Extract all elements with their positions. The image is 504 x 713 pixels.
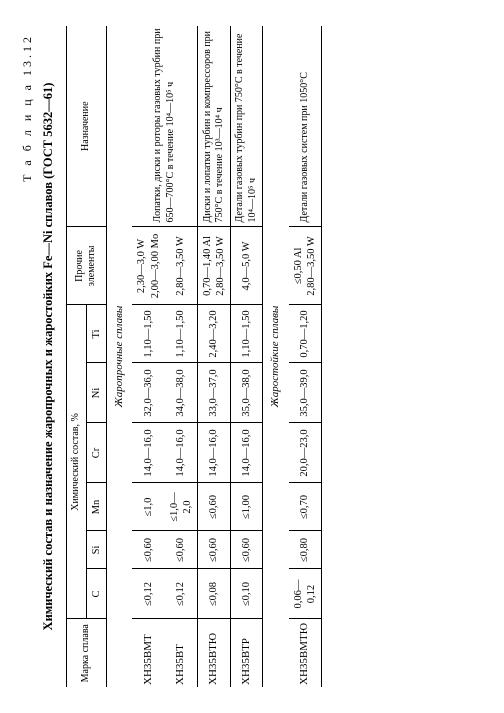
cell-mark: ХН35ВТЮ xyxy=(197,619,230,687)
col-other: Прочие элементы xyxy=(67,227,107,305)
cell-app: Диски и лопатки турбин и компрессоров пр… xyxy=(197,26,230,227)
col-cr: Cr xyxy=(86,423,106,483)
col-chem-group: Химический состав, % xyxy=(67,305,87,619)
cell-mark: ХН35ВМТ xyxy=(132,619,164,687)
cell-mark: ХН35ВТР xyxy=(231,619,263,687)
cell: 0,06—0,12 xyxy=(289,569,322,619)
cell: ≤0,12 xyxy=(165,569,198,619)
cell: ≤0,08 xyxy=(197,569,230,619)
cell: 32,0—36,0 xyxy=(132,363,164,423)
cell-app: Детали газовых систем при 1050°С xyxy=(289,26,322,227)
cell: 14,0—16,0 xyxy=(197,423,230,483)
cell: ≤0,10 xyxy=(231,569,263,619)
table-number: Т а б л и ц а 13.12 xyxy=(20,26,35,687)
cell: ≤0,70 xyxy=(289,483,322,531)
section-2: Жаростойкие сплавы xyxy=(263,26,289,687)
cell: 1,10—1,50 xyxy=(231,305,263,363)
col-mark: Марка сплава xyxy=(67,619,107,687)
col-si: Si xyxy=(86,531,106,569)
cell: ≤0,60 xyxy=(197,531,230,569)
cell: 33,0—37,0 xyxy=(197,363,230,423)
table-row: ХН35ВТЮ ≤0,08 ≤0,60 ≤0,60 14,0—16,0 33,0… xyxy=(197,26,230,687)
cell: ≤1,0—2,0 xyxy=(165,483,198,531)
col-c: C xyxy=(86,569,106,619)
cell: 14,0—16,0 xyxy=(165,423,198,483)
cell: 20,0—23,0 xyxy=(289,423,322,483)
cell: 1,10—1,50 xyxy=(132,305,164,363)
cell: ≤0,60 xyxy=(231,531,263,569)
cell-app: Детали газовых турбин при 750°С в течени… xyxy=(231,26,263,227)
col-ni: Ni xyxy=(86,363,106,423)
col-ti: Ti xyxy=(86,305,106,363)
cell: ≤0,60 xyxy=(197,483,230,531)
table-row: ХН35ВТР ≤0,10 ≤0,60 ≤1,00 14,0—16,0 35,0… xyxy=(231,26,263,687)
cell: ≤1,0 xyxy=(132,483,164,531)
cell: 1,10—1,50 xyxy=(165,305,198,363)
table-title: Химический состав и назначение жаропрочн… xyxy=(41,26,56,687)
cell-mark: ХН35ВТ xyxy=(165,619,198,687)
composition-table: Марка сплава Химический состав, % Прочие… xyxy=(66,26,322,687)
cell: 2,30—3,0 W 2,00—3,00 Mo xyxy=(132,227,164,305)
cell-mark: ХН35ВМТЮ xyxy=(289,619,322,687)
cell: 0,70—1,40 Al 2,80—3,50 W xyxy=(197,227,230,305)
table-row: ХН35ВМТ ≤0,12 ≤0,60 ≤1,0 14,0—16,0 32,0—… xyxy=(132,26,164,687)
cell: 14,0—16,0 xyxy=(231,423,263,483)
cell: 35,0—39,0 xyxy=(289,363,322,423)
cell: ≤0,50 Al 2,80—3,50 W xyxy=(289,227,322,305)
cell: 4,0—5,0 W xyxy=(231,227,263,305)
cell: 2,80—3,50 W xyxy=(165,227,198,305)
col-mn: Mn xyxy=(86,483,106,531)
table-row: ХН35ВМТЮ 0,06—0,12 ≤0,80 ≤0,70 20,0—23,0… xyxy=(289,26,322,687)
cell: ≤0,60 xyxy=(165,531,198,569)
cell: ≤0,12 xyxy=(132,569,164,619)
cell: 14,0—16,0 xyxy=(132,423,164,483)
cell: 34,0—38,0 xyxy=(165,363,198,423)
cell: ≤0,80 xyxy=(289,531,322,569)
cell-app: Лопатки, диски и роторы газовых турбин п… xyxy=(132,26,197,227)
cell: 2,40—3,20 xyxy=(197,305,230,363)
cell: 0,70—1,20 xyxy=(289,305,322,363)
section-1: Жаропрочные сплавы xyxy=(106,26,132,687)
cell: 35,0—38,0 xyxy=(231,363,263,423)
cell: ≤0,60 xyxy=(132,531,164,569)
col-app: Назначение xyxy=(67,26,107,227)
cell: ≤1,00 xyxy=(231,483,263,531)
